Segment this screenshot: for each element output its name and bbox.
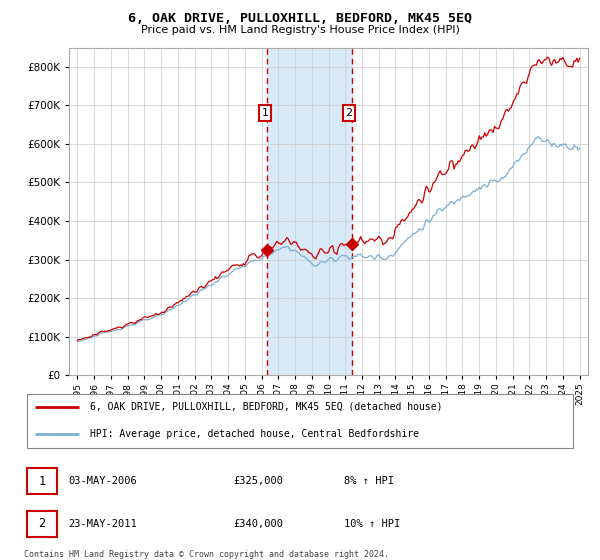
Text: £340,000: £340,000 xyxy=(234,519,284,529)
Text: 1: 1 xyxy=(38,475,46,488)
Text: HPI: Average price, detached house, Central Bedfordshire: HPI: Average price, detached house, Cent… xyxy=(90,430,419,440)
Text: Price paid vs. HM Land Registry's House Price Index (HPI): Price paid vs. HM Land Registry's House … xyxy=(140,25,460,35)
FancyBboxPatch shape xyxy=(27,511,57,537)
FancyBboxPatch shape xyxy=(27,394,573,449)
FancyBboxPatch shape xyxy=(27,468,57,494)
Text: 2: 2 xyxy=(38,517,46,530)
Text: 1: 1 xyxy=(262,108,268,118)
Bar xyxy=(268,48,352,375)
Text: 23-MAY-2011: 23-MAY-2011 xyxy=(68,519,137,529)
Text: 6, OAK DRIVE, PULLOXHILL, BEDFORD, MK45 5EQ: 6, OAK DRIVE, PULLOXHILL, BEDFORD, MK45 … xyxy=(128,12,472,25)
Text: 8% ↑ HPI: 8% ↑ HPI xyxy=(344,477,394,486)
Text: 6, OAK DRIVE, PULLOXHILL, BEDFORD, MK45 5EQ (detached house): 6, OAK DRIVE, PULLOXHILL, BEDFORD, MK45 … xyxy=(90,402,443,412)
Text: Contains HM Land Registry data © Crown copyright and database right 2024.
This d: Contains HM Land Registry data © Crown c… xyxy=(24,550,389,560)
Text: 03-MAY-2006: 03-MAY-2006 xyxy=(68,477,137,486)
Text: £325,000: £325,000 xyxy=(234,477,284,486)
Text: 2: 2 xyxy=(346,108,353,118)
Text: 10% ↑ HPI: 10% ↑ HPI xyxy=(344,519,400,529)
